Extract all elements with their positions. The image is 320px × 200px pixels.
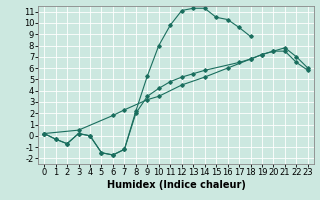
X-axis label: Humidex (Indice chaleur): Humidex (Indice chaleur)	[107, 180, 245, 190]
